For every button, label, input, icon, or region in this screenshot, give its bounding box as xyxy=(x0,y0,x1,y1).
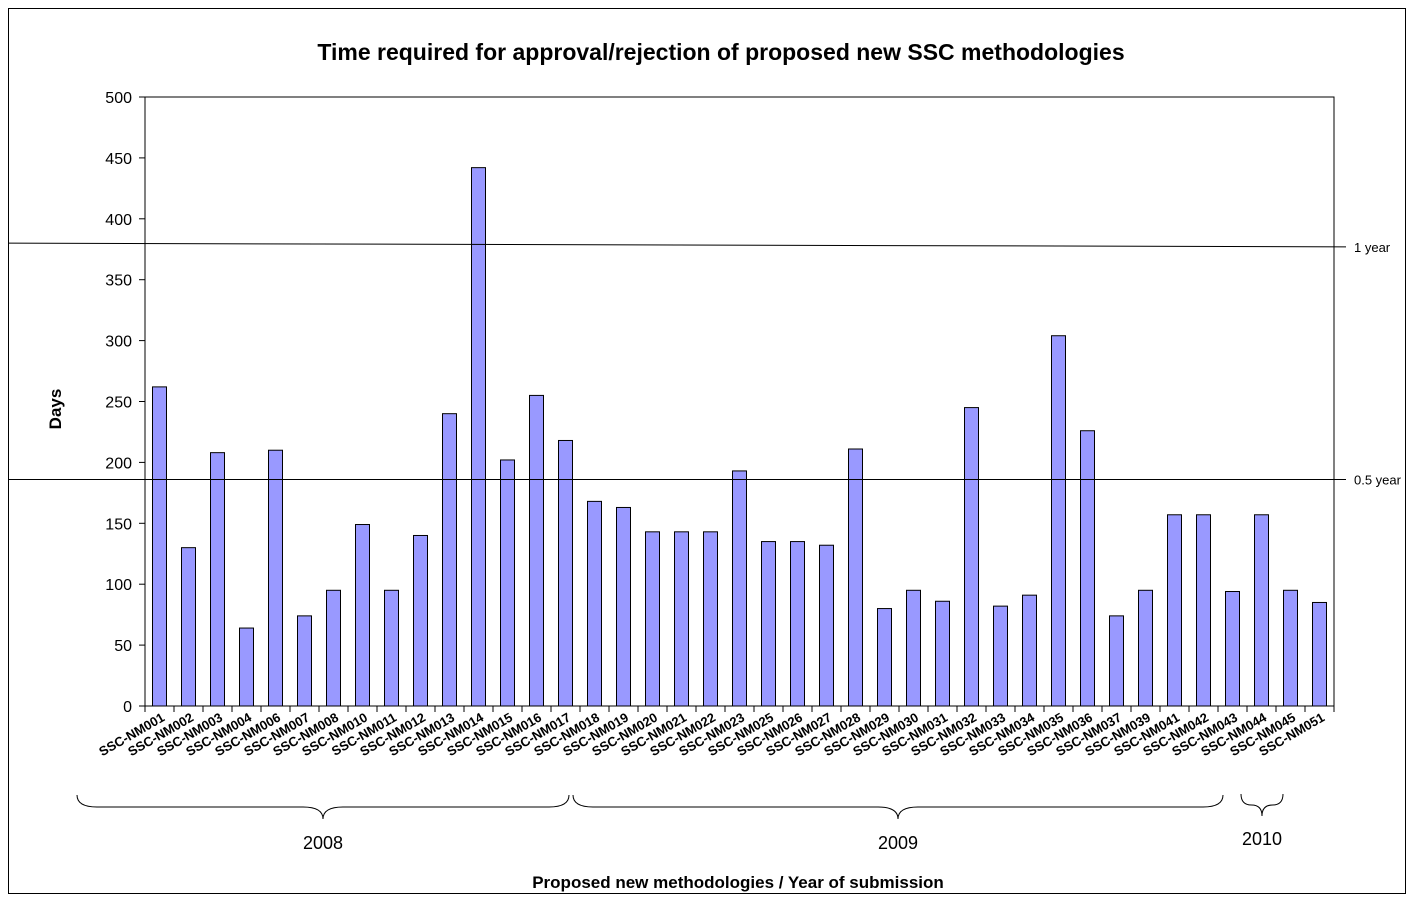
bar xyxy=(1167,514,1182,707)
bar xyxy=(935,600,950,707)
bar xyxy=(732,470,747,707)
year-label: 2009 xyxy=(878,833,918,853)
bar xyxy=(326,589,341,707)
bar xyxy=(1080,430,1095,707)
y-axis-title: Days xyxy=(46,389,65,430)
bar xyxy=(152,386,167,707)
reference-line xyxy=(9,242,1347,248)
chart-title: Time required for approval/rejection of … xyxy=(317,39,1124,65)
y-tick-label: 150 xyxy=(105,516,132,533)
bar xyxy=(1022,594,1037,707)
bar xyxy=(181,547,196,707)
y-tick-label: 450 xyxy=(105,151,132,168)
y-tick-label: 250 xyxy=(105,395,132,412)
bar xyxy=(993,605,1008,707)
bar xyxy=(1196,514,1211,707)
bar xyxy=(1109,615,1124,707)
year-bracket xyxy=(76,794,570,820)
bar xyxy=(819,544,834,707)
y-tick-label: 300 xyxy=(105,334,132,351)
bar xyxy=(877,608,892,707)
y-tick-label: 0 xyxy=(123,699,132,716)
chart-frame: Time required for approval/rejection of … xyxy=(8,8,1406,894)
bar xyxy=(442,413,457,707)
bar xyxy=(587,500,602,707)
bar xyxy=(384,589,399,707)
year-bracket xyxy=(572,794,1224,820)
bar xyxy=(210,452,225,707)
bar xyxy=(703,531,718,707)
bar xyxy=(1283,589,1298,707)
y-tick-label: 100 xyxy=(105,577,132,594)
reference-line-label: 1 year xyxy=(1354,240,1391,255)
bar xyxy=(558,439,573,707)
bar xyxy=(674,531,689,707)
bar xyxy=(268,449,283,707)
plot-layer: 050100150200250300350400450500SSC-NM001S… xyxy=(9,90,1402,853)
bar xyxy=(790,541,805,707)
reference-line-label: 0.5 year xyxy=(1354,472,1402,487)
bar xyxy=(471,167,486,707)
bar xyxy=(761,541,776,707)
bar xyxy=(1051,335,1066,707)
y-tick-label: 350 xyxy=(105,273,132,290)
year-bracket xyxy=(1240,793,1284,817)
bar xyxy=(964,407,979,707)
bar xyxy=(529,394,544,707)
bar xyxy=(848,448,863,707)
chart-svg: Time required for approval/rejection of … xyxy=(9,39,1402,892)
bar xyxy=(1225,591,1240,707)
bar xyxy=(1312,601,1327,707)
bar xyxy=(1138,589,1153,707)
bar xyxy=(1254,514,1269,707)
y-tick-label: 400 xyxy=(105,212,132,229)
bar xyxy=(297,615,312,707)
bar xyxy=(239,627,254,707)
bar xyxy=(645,531,660,707)
x-axis-title: Proposed new methodologies / Year of sub… xyxy=(532,873,944,892)
bar xyxy=(413,534,428,707)
year-label: 2008 xyxy=(303,833,343,853)
bar xyxy=(500,459,515,707)
bar xyxy=(355,524,370,707)
y-tick-label: 200 xyxy=(105,455,132,472)
year-label: 2010 xyxy=(1242,829,1282,849)
bar xyxy=(906,589,921,707)
y-tick-label: 50 xyxy=(114,638,132,655)
y-tick-label: 500 xyxy=(105,90,132,107)
bar xyxy=(616,506,631,707)
